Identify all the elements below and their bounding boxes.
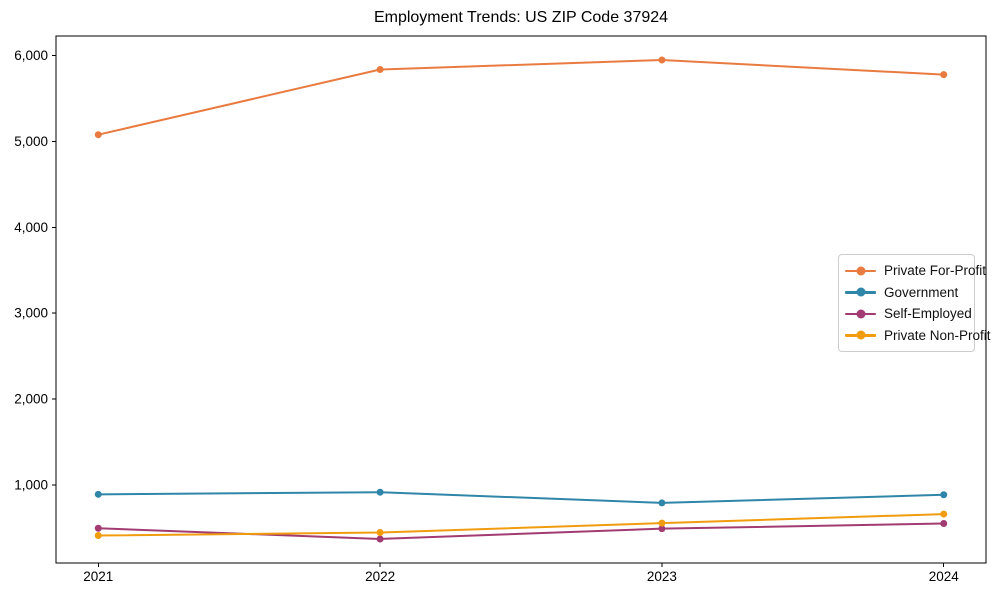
legend-label: Self-Employed bbox=[884, 306, 972, 322]
series-marker-government bbox=[940, 491, 948, 499]
legend-marker-dot bbox=[856, 330, 865, 340]
x-tick-label: 2024 bbox=[929, 569, 960, 584]
legend-marker-dot bbox=[856, 287, 865, 297]
series-marker-government bbox=[94, 490, 102, 498]
y-tick-label: 4,000 bbox=[14, 220, 48, 235]
legend-label: Government bbox=[884, 284, 959, 300]
legend-item-private-non-profit: Private Non-Profit bbox=[845, 325, 991, 347]
series-marker-private-for-profit bbox=[658, 56, 666, 64]
legend-label: Private For-Profit bbox=[884, 263, 987, 279]
legend-line-sample bbox=[845, 330, 876, 340]
y-tick-label: 1,000 bbox=[14, 477, 48, 492]
plot-border bbox=[55, 35, 987, 564]
series-marker-private-for-profit bbox=[940, 71, 948, 79]
legend-label: Private Non-Profit bbox=[884, 327, 991, 343]
legend-line-sample bbox=[845, 287, 876, 297]
series-line-private-non-profit bbox=[97, 513, 945, 537]
series-marker-government bbox=[376, 488, 384, 496]
series-marker-self-employed bbox=[658, 525, 666, 533]
series-marker-self-employed bbox=[940, 520, 948, 528]
y-tick-label: 2,000 bbox=[14, 392, 48, 407]
legend-item-government: Government bbox=[845, 282, 968, 304]
y-tick-label: 6,000 bbox=[14, 48, 48, 63]
chart-title: Employment Trends: US ZIP Code 37924 bbox=[373, 9, 669, 26]
x-tick-label: 2021 bbox=[83, 569, 113, 584]
legend-line-sample bbox=[845, 309, 876, 319]
legend-item-private-for-profit: Private For-Profit bbox=[845, 260, 986, 282]
series-marker-private-non-profit bbox=[658, 519, 666, 527]
series-marker-private-non-profit bbox=[94, 532, 102, 540]
legend-item-self-employed: Self-Employed bbox=[845, 303, 972, 325]
legend-marker-dot bbox=[856, 266, 865, 276]
series-marker-private-non-profit bbox=[376, 529, 384, 537]
legend-marker-dot bbox=[856, 309, 865, 319]
series-marker-self-employed bbox=[376, 535, 384, 543]
series-line-private-for-profit bbox=[97, 59, 945, 136]
y-tick-label: 3,000 bbox=[14, 306, 48, 321]
series-marker-private-for-profit bbox=[94, 131, 102, 139]
series-marker-government bbox=[658, 499, 666, 507]
chart-legend: Private For-Profit Government Self-Employe… bbox=[838, 254, 991, 352]
series-marker-private-non-profit bbox=[940, 510, 948, 518]
x-tick-label: 2022 bbox=[365, 569, 395, 584]
series-line-government bbox=[97, 491, 945, 504]
x-tick-label: 2023 bbox=[647, 569, 677, 584]
series-marker-private-for-profit bbox=[376, 65, 384, 73]
series-line-self-employed bbox=[97, 522, 945, 540]
legend-line-sample bbox=[845, 266, 876, 276]
y-tick-label: 5,000 bbox=[14, 134, 48, 149]
series-marker-self-employed bbox=[94, 524, 102, 532]
